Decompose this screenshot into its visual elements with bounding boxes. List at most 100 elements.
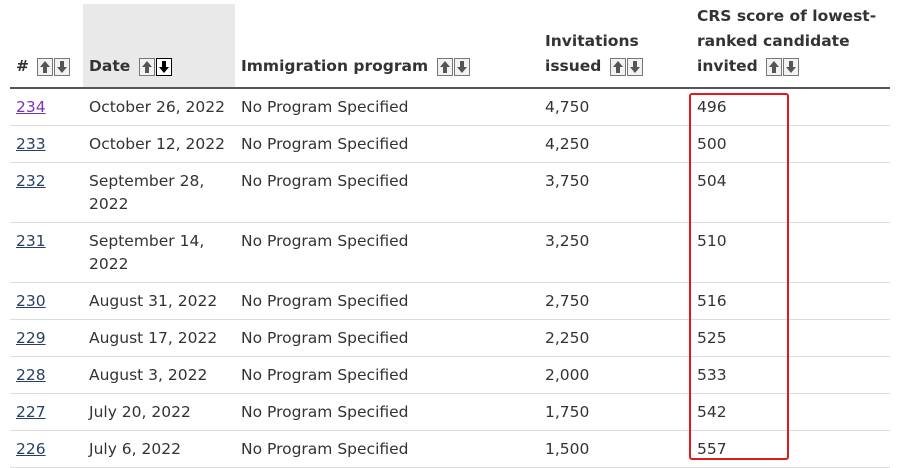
- invitations-sort-controls: [609, 54, 644, 79]
- header-invitations-line1: Invitations: [545, 32, 639, 50]
- header-crs-line3: invited: [697, 57, 758, 75]
- cell-crs: 557: [691, 430, 890, 468]
- round-link[interactable]: 234: [16, 98, 46, 116]
- cell-program: No Program Specified: [235, 88, 539, 126]
- header-crs: CRS score of lowest- ranked candidate in…: [691, 4, 890, 89]
- arrow-up-icon: [612, 60, 623, 73]
- header-date: Date: [83, 4, 235, 89]
- cell-date: October 26, 2022: [83, 88, 235, 126]
- cell-crs: 496: [691, 88, 890, 126]
- round-link[interactable]: 231: [16, 232, 46, 250]
- cell-date: August 3, 2022: [83, 356, 235, 394]
- cell-program: No Program Specified: [235, 162, 539, 223]
- cell-invitations: 3,750: [539, 162, 691, 223]
- cell-invitations: 2,750: [539, 282, 691, 320]
- table-row: 230 August 31, 2022 No Program Specified…: [10, 282, 890, 320]
- cell-crs: 533: [691, 356, 890, 394]
- cell-crs: 516: [691, 282, 890, 320]
- cell-date: August 17, 2022: [83, 319, 235, 357]
- round-link[interactable]: 227: [16, 403, 46, 421]
- round-link[interactable]: 226: [16, 440, 46, 458]
- header-invitations-line2: issued: [545, 57, 602, 75]
- arrow-down-icon: [158, 60, 169, 73]
- header-number: #: [10, 4, 83, 89]
- cell-program: No Program Specified: [235, 125, 539, 163]
- cell-invitations: 1,750: [539, 393, 691, 431]
- cell-date: September 14, 2022: [83, 222, 235, 283]
- arrow-down-icon: [629, 60, 640, 73]
- header-date-label: Date: [89, 57, 131, 75]
- cell-program: No Program Specified: [235, 222, 539, 283]
- table-row: 226 July 6, 2022 No Program Specified 1,…: [10, 430, 890, 468]
- table-row: 233 October 12, 2022 No Program Specifie…: [10, 125, 890, 163]
- cell-number: 229: [10, 319, 83, 357]
- round-link[interactable]: 228: [16, 366, 46, 384]
- invitations-sort-down-button[interactable]: [626, 57, 643, 76]
- table-row: 231 September 14, 2022 No Program Specif…: [10, 222, 890, 283]
- table-row: 232 September 28, 2022 No Program Specif…: [10, 162, 890, 223]
- arrow-up-icon: [769, 60, 780, 73]
- cell-number: 228: [10, 356, 83, 394]
- program-sort-controls: [436, 54, 471, 79]
- arrow-up-icon: [40, 60, 51, 73]
- cell-crs: 510: [691, 222, 890, 283]
- cell-crs: 525: [691, 319, 890, 357]
- cell-program: No Program Specified: [235, 282, 539, 320]
- round-link[interactable]: 232: [16, 172, 46, 190]
- round-link[interactable]: 229: [16, 329, 46, 347]
- number-sort-down-button[interactable]: [54, 57, 71, 76]
- cell-date: July 20, 2022: [83, 393, 235, 431]
- cell-number: 233: [10, 125, 83, 163]
- date-sort-down-button[interactable]: [155, 57, 172, 76]
- cell-number: 226: [10, 430, 83, 468]
- cell-crs: 500: [691, 125, 890, 163]
- header-program: Immigration program: [235, 4, 539, 89]
- arrow-down-icon: [57, 60, 68, 73]
- table-row: 229 August 17, 2022 No Program Specified…: [10, 319, 890, 357]
- program-sort-up-button[interactable]: [436, 57, 453, 76]
- cell-date: October 12, 2022: [83, 125, 235, 163]
- crs-sort-up-button[interactable]: [766, 57, 783, 76]
- cell-number: 234: [10, 88, 83, 126]
- arrow-down-icon: [786, 60, 797, 73]
- cell-number: 232: [10, 162, 83, 223]
- header-row: # Date Immigration program Invitations: [10, 4, 890, 89]
- number-sort-up-button[interactable]: [37, 57, 54, 76]
- invitations-sort-up-button[interactable]: [609, 57, 626, 76]
- cell-program: No Program Specified: [235, 319, 539, 357]
- program-sort-down-button[interactable]: [453, 57, 470, 76]
- date-sort-controls: [138, 54, 173, 79]
- cell-crs: 504: [691, 162, 890, 223]
- table-row: 234 October 26, 2022 No Program Specifie…: [10, 88, 890, 126]
- rounds-table: # Date Immigration program Invitations: [10, 4, 890, 468]
- header-crs-line2: ranked candidate: [697, 32, 850, 50]
- cell-number: 230: [10, 282, 83, 320]
- header-number-label: #: [16, 57, 29, 75]
- cell-invitations: 2,250: [539, 319, 691, 357]
- crs-sort-down-button[interactable]: [783, 57, 800, 76]
- table-row: 228 August 3, 2022 No Program Specified …: [10, 356, 890, 394]
- cell-date: August 31, 2022: [83, 282, 235, 320]
- cell-number: 231: [10, 222, 83, 283]
- cell-invitations: 1,500: [539, 430, 691, 468]
- header-crs-line1: CRS score of lowest-: [697, 7, 877, 25]
- crs-sort-controls: [766, 54, 800, 79]
- cell-crs: 542: [691, 393, 890, 431]
- cell-program: No Program Specified: [235, 356, 539, 394]
- cell-invitations: 2,000: [539, 356, 691, 394]
- cell-date: July 6, 2022: [83, 430, 235, 468]
- cell-program: No Program Specified: [235, 430, 539, 468]
- round-link[interactable]: 233: [16, 135, 46, 153]
- cell-number: 227: [10, 393, 83, 431]
- arrow-down-icon: [456, 60, 467, 73]
- arrow-up-icon: [141, 60, 152, 73]
- arrow-up-icon: [439, 60, 450, 73]
- table-row: 227 July 20, 2022 No Program Specified 1…: [10, 393, 890, 431]
- round-link[interactable]: 230: [16, 292, 46, 310]
- header-program-label: Immigration program: [241, 57, 429, 75]
- cell-invitations: 3,250: [539, 222, 691, 283]
- cell-date: September 28, 2022: [83, 162, 235, 223]
- header-invitations: Invitations issued: [539, 4, 691, 89]
- date-sort-up-button[interactable]: [138, 57, 155, 76]
- cell-program: No Program Specified: [235, 393, 539, 431]
